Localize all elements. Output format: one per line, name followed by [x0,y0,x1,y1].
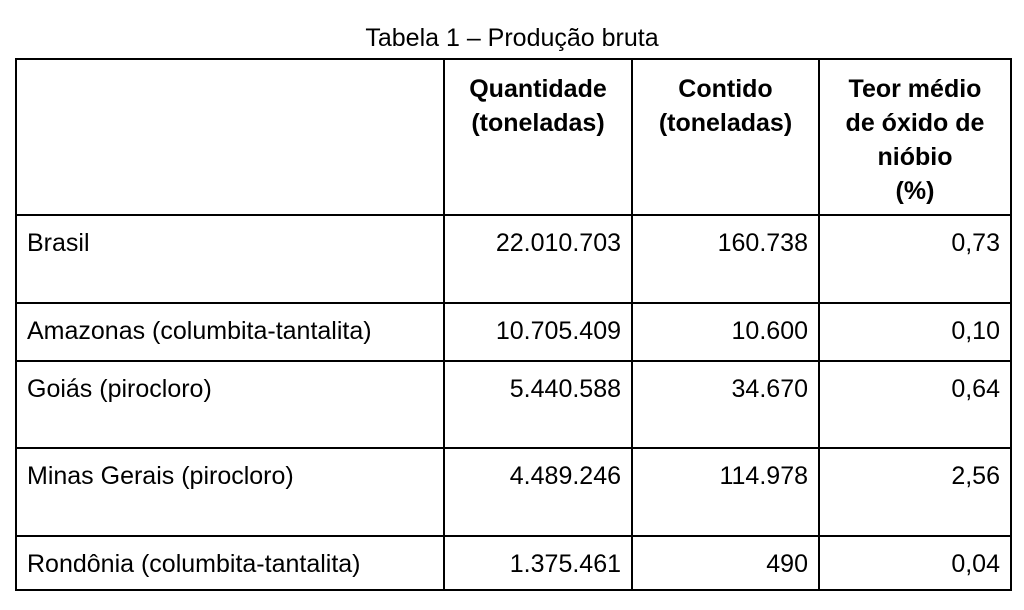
quantidade-cell: 1.375.461 [443,535,633,591]
quantidade-cell: 5.440.588 [443,360,633,449]
header-line: nióbio [877,143,953,171]
row-name-cell: Brasil [15,214,445,304]
teor-cell: 0,10 [818,302,1012,362]
header-cell-contido: Contido (toneladas) [631,58,820,216]
teor-cell: 0,04 [818,535,1012,591]
quantidade-cell: 4.489.246 [443,447,633,537]
table-caption: Tabela 1 – Produção bruta [365,24,659,52]
row-name-cell: Amazonas (columbita-tantalita) [15,302,445,362]
contido-cell: 160.738 [631,214,820,304]
contido-cell: 10.600 [631,302,820,362]
header-line: (%) [895,177,935,205]
header-cell-teor: Teor médio de óxido de nióbio (%) [818,58,1012,216]
table-row: Minas Gerais (pirocloro) 4.489.246 114.9… [15,447,1012,537]
table-row: Brasil 22.010.703 160.738 0,73 [15,214,1012,304]
teor-cell: 0,64 [818,360,1012,449]
table-row: Rondônia (columbita-tantalita) 1.375.461… [15,535,1012,591]
table-row: Amazonas (columbita-tantalita) 10.705.40… [15,302,1012,362]
header-line: (toneladas) [471,109,605,137]
header-line: de óxido de [845,109,985,137]
contido-cell: 114.978 [631,447,820,537]
teor-cell: 2,56 [818,447,1012,537]
quantidade-cell: 22.010.703 [443,214,633,304]
production-table: Quantidade (toneladas) Contido (tonelada… [15,58,1012,591]
quantidade-cell: 10.705.409 [443,302,633,362]
row-name-cell: Rondônia (columbita-tantalita) [15,535,445,591]
header-line: (toneladas) [658,109,793,137]
row-name-cell: Goiás (pirocloro) [15,360,445,449]
teor-cell: 0,73 [818,214,1012,304]
header-cell-empty [15,58,445,216]
header-line: Contido [678,75,773,103]
header-cell-quantidade: Quantidade (toneladas) [443,58,633,216]
table-row: Goiás (pirocloro) 5.440.588 34.670 0,64 [15,360,1012,449]
row-name-cell: Minas Gerais (pirocloro) [15,447,445,537]
contido-cell: 490 [631,535,820,591]
table-header-row: Quantidade (toneladas) Contido (tonelada… [15,58,1012,216]
header-line: Teor médio [848,75,982,103]
contido-cell: 34.670 [631,360,820,449]
header-line: Quantidade [469,75,607,103]
